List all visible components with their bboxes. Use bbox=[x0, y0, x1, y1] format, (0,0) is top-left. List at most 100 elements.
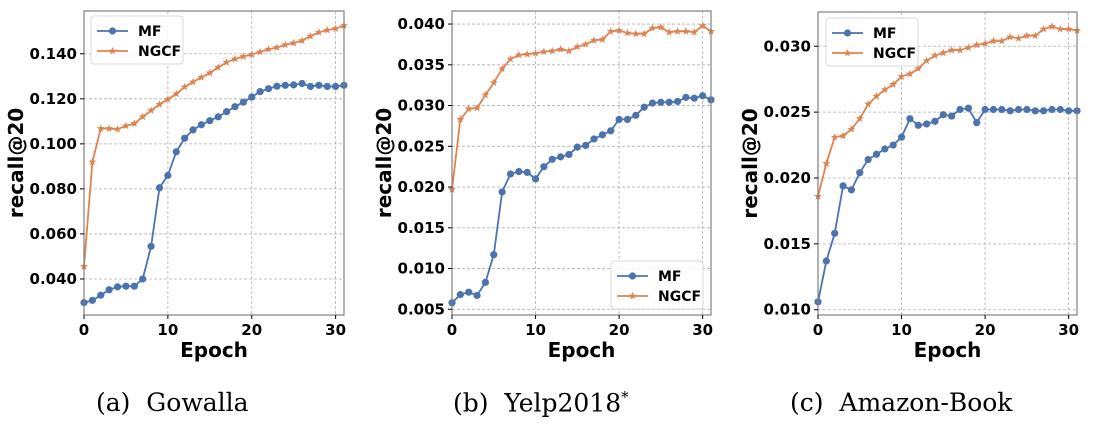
mf-point bbox=[973, 119, 981, 127]
ngcf-point bbox=[230, 54, 239, 63]
ngcf-point bbox=[556, 45, 565, 53]
ngcf-point bbox=[947, 46, 956, 54]
mf-point bbox=[113, 283, 122, 291]
ngcf-point bbox=[939, 48, 948, 57]
ngcf-point bbox=[272, 43, 281, 51]
ngcf-point bbox=[897, 72, 906, 80]
ngcf-point bbox=[247, 50, 256, 58]
x-tick-label: 10 bbox=[891, 321, 912, 339]
ngcf-point bbox=[155, 100, 164, 108]
x-axis: 0 10 20 30 bbox=[813, 315, 1079, 339]
legend-item-ngcf: NGCF bbox=[617, 289, 701, 305]
ngcf-point bbox=[922, 56, 931, 65]
ngcf-point bbox=[956, 46, 965, 54]
y-axis: 0.010 0.015 0.020 0.025 0.030 bbox=[764, 37, 818, 319]
legend-label: NGCF bbox=[873, 46, 916, 62]
ngcf-point bbox=[1064, 24, 1073, 33]
y-tick-label: 0.080 bbox=[30, 180, 77, 198]
mf-point bbox=[998, 105, 1006, 114]
series-mf bbox=[814, 104, 1081, 306]
ngcf-point bbox=[839, 131, 848, 140]
ngcf-point bbox=[113, 125, 122, 133]
mf-point bbox=[956, 105, 964, 114]
mf-point bbox=[481, 278, 490, 286]
mf-point bbox=[290, 81, 298, 89]
mf-point bbox=[523, 168, 531, 176]
y-tick-label: 0.040 bbox=[30, 270, 77, 288]
mf-point bbox=[931, 117, 939, 125]
caption-yelp2018: (b) Yelp2018* bbox=[453, 388, 629, 417]
y-tick-label: 0.035 bbox=[398, 56, 445, 74]
mf-point bbox=[130, 282, 138, 290]
mf-point bbox=[690, 94, 698, 102]
ngcf-point bbox=[847, 125, 856, 133]
ngcf-point bbox=[189, 77, 198, 86]
ngcf-point bbox=[681, 27, 690, 35]
mf-point bbox=[239, 98, 247, 106]
y-tick-label: 0.060 bbox=[30, 225, 77, 243]
ngcf-point bbox=[855, 114, 864, 123]
ngcf-point bbox=[163, 95, 172, 103]
plot-frame bbox=[451, 10, 712, 316]
ngcf-point bbox=[88, 157, 97, 166]
mf-point bbox=[281, 81, 289, 89]
ngcf-point bbox=[623, 28, 632, 37]
ngcf-point bbox=[1006, 32, 1015, 41]
mf-point bbox=[1006, 107, 1014, 115]
ngcf-point bbox=[105, 124, 114, 132]
legend: MF NGCF bbox=[610, 260, 704, 310]
x-tick-label: 30 bbox=[692, 321, 713, 339]
ngcf-point bbox=[314, 28, 323, 36]
ngcf-point bbox=[930, 51, 939, 59]
y-axis-title: recall@20 bbox=[4, 108, 28, 218]
x-tick-label: 10 bbox=[157, 321, 178, 339]
mf-line bbox=[83, 82, 345, 304]
legend: MF NGCF bbox=[90, 15, 184, 65]
ngcf-point bbox=[590, 36, 599, 44]
ngcf-point bbox=[640, 29, 649, 38]
ngcf-point bbox=[298, 36, 307, 45]
y-tick-label: 0.015 bbox=[764, 235, 811, 253]
mf-point bbox=[640, 103, 648, 111]
mf-point bbox=[264, 85, 273, 93]
mf-point bbox=[847, 186, 856, 194]
ngcf-point bbox=[456, 115, 465, 123]
mf-point bbox=[548, 155, 556, 163]
mf-point bbox=[889, 141, 897, 149]
legend-label: NGCF bbox=[138, 44, 181, 60]
ngcf-point bbox=[121, 121, 130, 130]
mf-point bbox=[1065, 107, 1073, 115]
y-tick-label: 0.025 bbox=[764, 103, 811, 121]
mf-point bbox=[872, 150, 881, 158]
mf-point bbox=[139, 275, 147, 283]
ngcf-point bbox=[864, 100, 873, 108]
mf-point bbox=[923, 120, 931, 128]
mf-point bbox=[989, 105, 998, 114]
ngcf-point bbox=[147, 106, 156, 114]
x-tick-label: 30 bbox=[325, 321, 346, 339]
mf-point bbox=[197, 121, 206, 129]
ngcf-point bbox=[914, 64, 923, 73]
chart-yelp2018: 0 10 20 300.0050.0100.0150.0200.0250.0300.0… bbox=[372, 10, 715, 362]
y-tick-label: 0.030 bbox=[764, 37, 811, 55]
ngcf-point bbox=[323, 25, 332, 34]
mf-point bbox=[665, 98, 673, 106]
mf-point bbox=[632, 111, 640, 119]
mf-point bbox=[332, 82, 340, 91]
legend-label: MF bbox=[873, 26, 897, 42]
mf-point bbox=[273, 82, 281, 90]
mf-point bbox=[897, 133, 906, 141]
panel-gowalla: 0 10 20 30 0.040 0.060 0.080 0.100 0.120 0.140 Epo… bbox=[0, 0, 370, 438]
mf-point bbox=[473, 291, 481, 300]
legend-marker bbox=[843, 29, 852, 37]
ngcf-point bbox=[997, 36, 1006, 45]
ngcf-point bbox=[138, 112, 147, 121]
ngcf-point bbox=[598, 35, 607, 43]
x-tick-label: 10 bbox=[525, 321, 546, 339]
mf-point bbox=[222, 108, 231, 116]
x-axis-title: Epoch bbox=[180, 338, 248, 362]
mf-point bbox=[573, 143, 581, 151]
mf-point bbox=[256, 88, 264, 96]
ngcf-point bbox=[656, 23, 665, 31]
caption-text: (b) Yelp2018 bbox=[453, 388, 622, 418]
